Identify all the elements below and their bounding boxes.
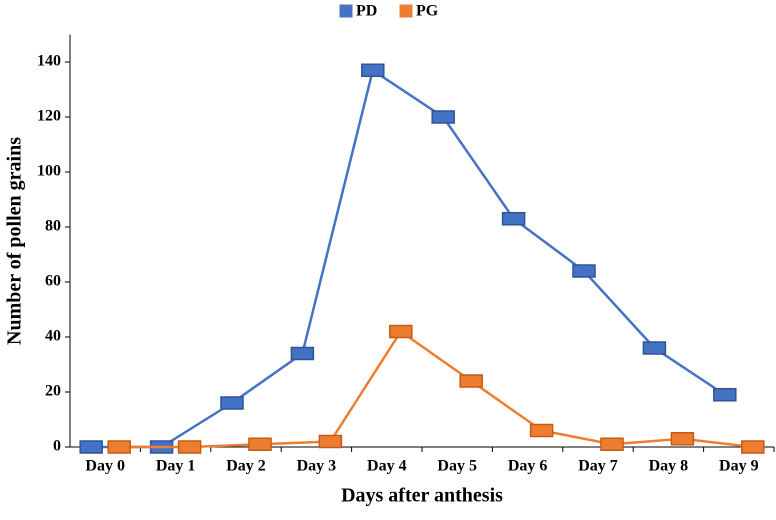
marker: [713, 388, 737, 402]
marker: [389, 324, 413, 339]
legend-label: PG: [416, 3, 439, 20]
x-tick-label: Day 0: [85, 458, 125, 475]
marker: [741, 440, 765, 454]
x-axis-title: Days after anthesis: [341, 485, 503, 507]
x-tick-label: Day 6: [508, 458, 548, 475]
marker: [290, 346, 315, 361]
x-tick-label: Day 2: [226, 458, 266, 475]
y-tick-label: 20: [45, 383, 61, 400]
marker: [79, 440, 103, 454]
x-tick-label: Day 7: [578, 458, 618, 475]
legend-label: PD: [356, 3, 377, 20]
x-tick-label: Day 1: [156, 458, 196, 475]
y-tick-label: 0: [53, 438, 61, 455]
marker: [670, 432, 695, 446]
y-tick-label: 40: [45, 328, 61, 345]
y-tick-label: 140: [37, 53, 61, 70]
y-tick-label: 80: [45, 218, 61, 235]
marker: [642, 341, 667, 355]
y-tick-label: 120: [37, 108, 61, 125]
x-tick-label: Day 3: [297, 458, 337, 475]
series-line: [91, 68, 726, 449]
marker: [572, 264, 596, 278]
marker: [318, 434, 343, 449]
legend-swatch: [339, 4, 353, 18]
y-tick-label: 100: [37, 163, 61, 180]
marker: [361, 63, 385, 77]
marker: [248, 437, 272, 451]
y-axis-title: Number of pollen grains: [4, 137, 26, 345]
x-tick-label: Day 5: [437, 458, 477, 475]
legend-swatch: [399, 4, 413, 18]
y-tick-label: 60: [45, 273, 61, 290]
marker: [459, 374, 483, 388]
series-line: [119, 329, 753, 449]
marker: [600, 437, 624, 451]
marker: [177, 440, 202, 454]
marker: [107, 440, 131, 454]
marker: [529, 423, 554, 438]
marker: [501, 212, 526, 226]
marker: [431, 110, 455, 124]
x-tick-label: Day 8: [649, 458, 689, 475]
marker: [220, 396, 244, 410]
x-tick-label: Day 9: [719, 458, 759, 475]
x-tick-label: Day 4: [367, 458, 407, 475]
